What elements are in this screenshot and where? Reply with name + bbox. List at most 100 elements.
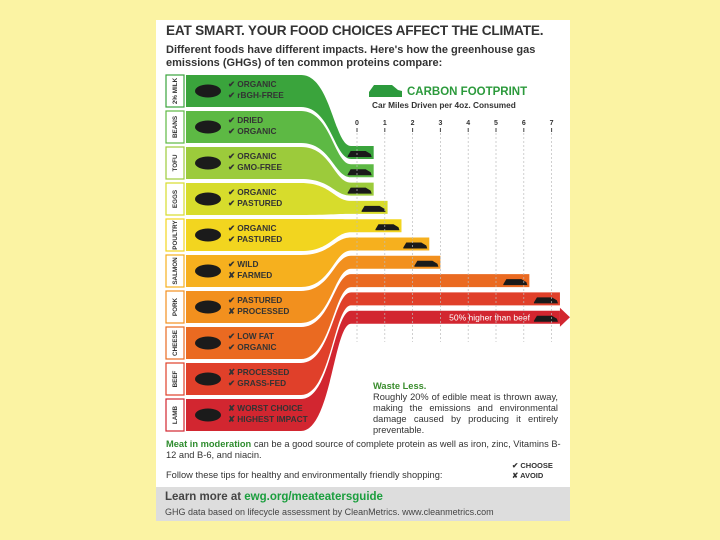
food-illustration xyxy=(195,372,221,386)
food-band xyxy=(186,310,560,431)
cross-icon: ✘ xyxy=(228,413,238,424)
guidance-item-salmon: ✔ WILD ✘ FARMED xyxy=(228,259,272,280)
car-icon xyxy=(347,187,372,194)
cross-icon: ✘ xyxy=(228,403,238,413)
food-label-box xyxy=(165,182,185,216)
checkmark-icon: ✔ xyxy=(228,151,238,161)
food-band xyxy=(186,183,388,215)
car-icon xyxy=(375,224,400,231)
checkmark-icon: ✔ xyxy=(228,295,238,305)
axis-tick-label: 0 xyxy=(355,120,359,127)
axis-tick-label: 1 xyxy=(383,120,387,127)
checkmark-icon: ✔ xyxy=(228,259,238,269)
food-illustration xyxy=(195,84,221,98)
food-illustration xyxy=(195,300,221,314)
moderation-title: Meat in moderation xyxy=(166,439,252,449)
checkmark-icon: ✔ xyxy=(228,233,238,244)
axis-tick-label: 5 xyxy=(494,120,498,127)
food-illustration xyxy=(195,192,221,206)
moderation-text: can be a good source of complete protein… xyxy=(166,439,561,461)
learn-more: Learn more at ewg.org/meateatersguide xyxy=(165,491,383,503)
food-label-box xyxy=(165,146,185,180)
guidance-text: ORGANIC xyxy=(237,125,277,136)
food-label: CHEESE xyxy=(172,330,179,356)
guidance-line: ✔ PASTURED xyxy=(228,295,289,306)
cross-icon: ✘ xyxy=(228,305,238,316)
guidance-item-eggs: ✔ ORGANIC ✔ PASTURED xyxy=(228,187,282,208)
food-label-box xyxy=(165,362,185,396)
axis-tick-label: 3 xyxy=(438,120,442,127)
guidance-text: DRIED xyxy=(237,115,264,125)
choose-avoid-legend: ✔ CHOOSE ✘ AVOID xyxy=(512,461,553,481)
car-icon xyxy=(347,151,372,157)
guidance-line: ✘ FARMED xyxy=(228,270,272,281)
checkmark-icon: ✔ xyxy=(228,79,238,89)
food-label-box xyxy=(165,326,185,360)
food-band xyxy=(186,147,374,196)
guidance-item-beef: ✘ PROCESSED ✔ GRASS-FED xyxy=(228,367,289,388)
car-icon xyxy=(347,169,372,176)
learn-more-link[interactable]: ewg.org/meateatersguide xyxy=(244,491,383,503)
guidance-line: ✔ DRIED xyxy=(228,115,276,126)
guidance-text: PASTURED xyxy=(237,233,283,244)
guidance-text: GMO-FREE xyxy=(237,161,282,172)
food-band xyxy=(186,292,560,395)
guidance-line: ✔ rBGH-FREE xyxy=(228,90,284,101)
food-band xyxy=(186,255,441,323)
guidance-text: GRASS-FED xyxy=(237,377,287,388)
guidance-line: ✔ PASTURED xyxy=(228,198,282,209)
bar-annotation: 50% higher than beef xyxy=(449,313,530,323)
poster-title: EAT SMART. YOUR FOOD CHOICES AFFECT THE … xyxy=(166,23,544,38)
axis-tick-label: 4 xyxy=(466,120,470,127)
checkmark-icon: ✔ xyxy=(228,187,238,197)
car-icon xyxy=(403,242,428,249)
cross-icon: ✘ xyxy=(228,367,238,377)
guidance-line: ✘ HIGHEST IMPACT xyxy=(228,414,308,425)
infographic-poster: EAT SMART. YOUR FOOD CHOICES AFFECT THE … xyxy=(156,20,570,521)
food-band xyxy=(186,111,374,178)
checkmark-icon: ✔ xyxy=(228,341,238,352)
guidance-line: ✔ ORGANIC xyxy=(228,151,282,162)
guidance-line: ✔ ORGANIC xyxy=(228,223,282,234)
checkmark-icon: ✔ xyxy=(228,125,238,136)
guidance-item-beans: ✔ DRIED ✔ ORGANIC xyxy=(228,115,276,136)
checkmark-icon: ✔ xyxy=(228,89,238,100)
axis-tick-label: 6 xyxy=(522,120,526,127)
learn-more-label: Learn more at xyxy=(165,491,242,503)
moderation-note: Meat in moderation can be a good source … xyxy=(166,439,566,462)
axis-tick-label: 7 xyxy=(550,120,554,127)
food-label: EGGS xyxy=(172,190,179,208)
poster-footer: Learn more at ewg.org/meateatersguide GH… xyxy=(156,487,570,521)
guidance-line: ✔ LOW FAT xyxy=(228,331,276,342)
food-label: 2% MILK xyxy=(172,77,179,104)
guidance-text: ORGANIC xyxy=(237,187,277,197)
guidance-item-tofu: ✔ ORGANIC ✔ GMO-FREE xyxy=(228,151,282,172)
guidance-line: ✘ PROCESSED xyxy=(228,306,289,317)
food-label-box xyxy=(165,218,185,252)
food-band xyxy=(186,219,402,251)
food-label-box xyxy=(165,254,185,288)
car-icon xyxy=(361,205,386,212)
axis-tick-label: 2 xyxy=(411,120,415,127)
guidance-text: PROCESSED xyxy=(237,367,290,377)
guidance-text: PASTURED xyxy=(237,295,283,305)
data-credit: GHG data based on lifecycle assessment b… xyxy=(165,507,494,517)
food-label-box xyxy=(165,290,185,324)
checkmark-icon: ✔ xyxy=(228,115,238,125)
food-band xyxy=(186,237,430,287)
food-label-box xyxy=(165,74,185,108)
food-illustration xyxy=(195,228,221,242)
waste-text: Roughly 20% of edible meat is thrown awa… xyxy=(373,392,558,435)
legend-choose: CHOOSE xyxy=(520,461,553,470)
food-label: BEANS xyxy=(172,116,179,138)
guidance-text: rBGH-FREE xyxy=(237,89,284,100)
food-band xyxy=(186,75,374,159)
car-icon xyxy=(369,85,402,97)
food-label: TOFU xyxy=(172,154,179,171)
guidance-line: ✔ ORGANIC xyxy=(228,342,276,353)
food-label: BEEF xyxy=(172,370,179,387)
guidance-item-2-milk: ✔ ORGANIC ✔ rBGH-FREE xyxy=(228,79,284,100)
guidance-text: PROCESSED xyxy=(237,305,290,316)
food-label: SALMON xyxy=(172,257,179,285)
guidance-text: ORGANIC xyxy=(237,341,277,352)
